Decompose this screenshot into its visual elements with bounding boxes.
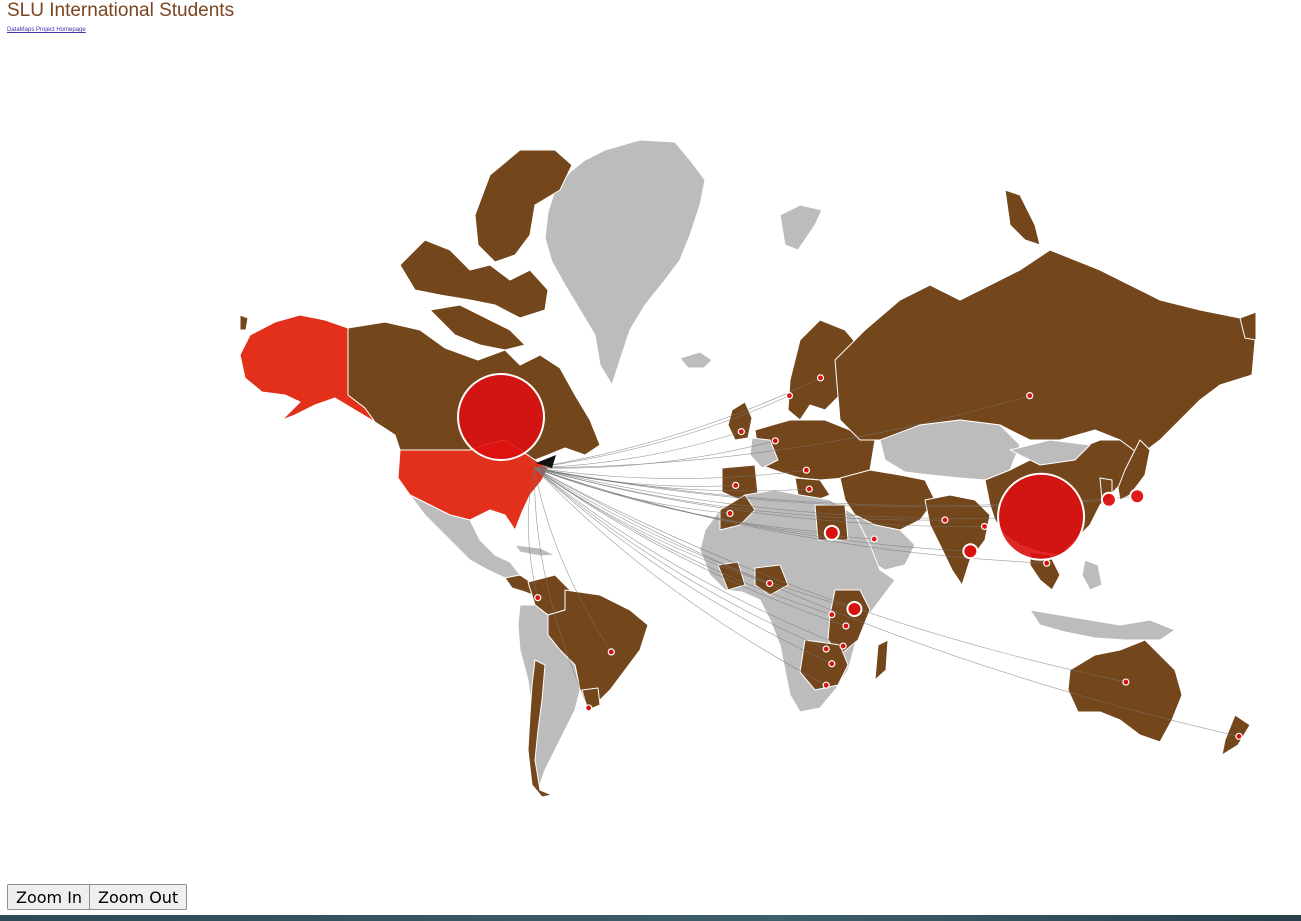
country-mongolia[interactable] (1009, 439, 1091, 466)
bubble-uruguay[interactable] (585, 704, 593, 712)
arc-brazil (534, 467, 612, 653)
country-india[interactable] (924, 494, 991, 586)
country-egypt[interactable] (814, 504, 849, 541)
arc-new-zealand (534, 467, 1240, 737)
west-africa[interactable] (717, 561, 746, 591)
arc-zambia (534, 467, 827, 650)
bubble-vietnam[interactable] (1043, 559, 1051, 567)
bubble-kenya[interactable] (846, 601, 863, 617)
page-title: SLU International Students (7, 0, 235, 21)
north-africa-countries[interactable] (719, 494, 756, 531)
canada-arctic-islands[interactable] (474, 149, 573, 263)
country-japan[interactable] (1117, 439, 1151, 501)
bubble-colombia[interactable] (534, 594, 542, 602)
bubble-layer (457, 373, 1243, 740)
bubble-saudi-arabia[interactable] (870, 535, 878, 543)
arc-nepal (534, 467, 985, 527)
bubble-spain[interactable] (732, 481, 740, 490)
arc-tanzania (534, 467, 847, 627)
bubble-united-kingdom[interactable] (737, 428, 745, 436)
country-australia[interactable] (1067, 639, 1183, 743)
arc-united-kingdom (534, 431, 742, 469)
bubble-china[interactable] (997, 472, 1086, 561)
bubble-japan[interactable] (1129, 488, 1146, 505)
caribbean[interactable] (514, 544, 556, 557)
origin-marker (536, 455, 556, 468)
country-uruguay[interactable] (581, 687, 601, 711)
arc-china (534, 467, 1042, 519)
bubble-zimbabwe[interactable] (828, 660, 836, 668)
arc-malawi (534, 467, 844, 647)
arc-finland (534, 377, 821, 469)
russia-chukotka[interactable] (1239, 311, 1257, 341)
arc-greece (534, 467, 810, 492)
country-iceland[interactable] (679, 351, 713, 369)
island-svalbard[interactable] (779, 204, 823, 251)
bubble-germany[interactable] (771, 437, 779, 445)
country-greenland[interactable] (544, 139, 706, 386)
country-chile[interactable] (527, 659, 553, 798)
bubble-russia[interactable] (1026, 392, 1034, 400)
bubble-south-africa[interactable] (822, 681, 830, 689)
bubble-nepal[interactable] (980, 522, 989, 531)
arc-zimbabwe (534, 467, 832, 665)
arc-russia (534, 395, 1030, 469)
bubble-brazil[interactable] (607, 648, 615, 656)
arc-south-africa (534, 467, 827, 686)
world-map[interactable] (0, 0, 1301, 880)
bubble-india[interactable] (962, 543, 979, 560)
bubble-malawi[interactable] (839, 642, 847, 650)
indonesia[interactable] (1029, 609, 1176, 641)
country-uk[interactable] (727, 401, 753, 441)
bubble-serbia[interactable] (802, 466, 810, 474)
bubble-egypt[interactable] (823, 524, 840, 541)
bubble-morocco[interactable] (726, 509, 734, 518)
russia-west-tip[interactable] (239, 314, 249, 331)
bubble-sweden[interactable] (785, 392, 794, 400)
canada-arctic-islands-3[interactable] (429, 304, 526, 351)
arc-pakistan (534, 467, 945, 521)
bubble-rwanda[interactable] (828, 611, 836, 619)
bubble-greece[interactable] (805, 485, 813, 493)
zoom-out-button[interactable]: Zoom Out (89, 884, 188, 910)
arc-uruguay (534, 467, 589, 709)
madagascar[interactable] (874, 639, 889, 681)
arc-australia (534, 467, 1126, 683)
land-layer (239, 139, 1257, 798)
russia-arctic[interactable] (1004, 189, 1041, 246)
country-russia[interactable] (834, 249, 1257, 456)
bubble-new-zealand[interactable] (1235, 732, 1243, 740)
bubble-south-korea[interactable] (1100, 491, 1117, 508)
arc-germany (534, 440, 776, 469)
philippines[interactable] (1081, 559, 1103, 591)
bubble-canada[interactable] (457, 373, 546, 462)
arc-serbia (534, 467, 807, 479)
bubble-zambia[interactable] (822, 645, 830, 653)
bubble-nigeria[interactable] (766, 579, 774, 588)
homepage-link[interactable]: DataMaps Project Homepage (7, 27, 86, 33)
country-nigeria[interactable] (754, 564, 789, 596)
arc-rwanda (534, 467, 832, 615)
arc-sweden (534, 395, 790, 469)
bubble-tanzania[interactable] (842, 622, 850, 630)
canada-arctic-islands-2[interactable] (399, 239, 549, 319)
arc-kenya (534, 467, 855, 610)
bubble-australia[interactable] (1122, 678, 1130, 686)
zoom-in-button[interactable]: Zoom In (7, 884, 92, 910)
arc-colombia (527, 467, 539, 598)
bubble-pakistan[interactable] (941, 516, 949, 524)
us-alaska[interactable] (239, 314, 376, 423)
taskbar-strip (0, 915, 1301, 921)
bubble-finland[interactable] (816, 374, 825, 382)
